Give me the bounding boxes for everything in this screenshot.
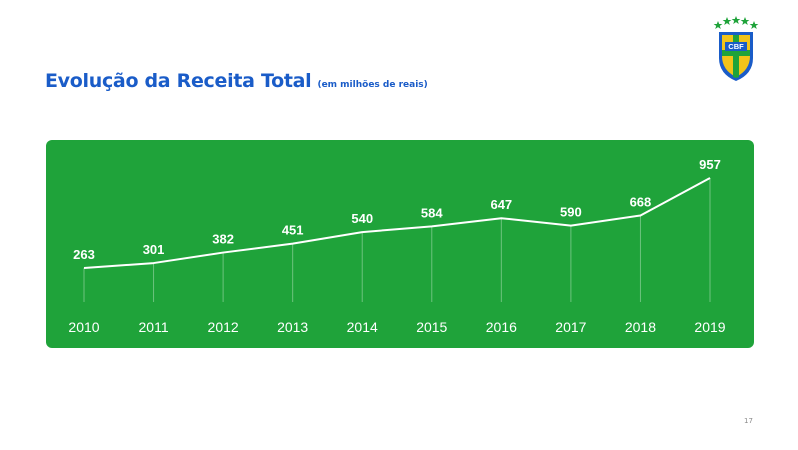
- data-label-2019: 957: [699, 157, 721, 172]
- x-tick-2012: 2012: [208, 319, 239, 335]
- x-tick-2011: 2011: [139, 319, 169, 335]
- data-label-2010: 263: [73, 247, 95, 262]
- data-label-2017: 590: [560, 205, 582, 220]
- data-label-2015: 584: [421, 205, 443, 220]
- x-tick-2016: 2016: [486, 319, 517, 335]
- slide-title: Evolução da Receita Total: [45, 70, 312, 92]
- page-number: 17: [744, 417, 753, 425]
- x-tick-2017: 2017: [555, 319, 586, 335]
- x-tick-2014: 2014: [347, 319, 378, 335]
- data-label-2013: 451: [282, 223, 304, 238]
- x-tick-2019: 2019: [694, 319, 725, 335]
- slide-title-block: Evolução da Receita Total (em milhões de…: [45, 70, 428, 92]
- data-label-2012: 382: [212, 232, 234, 247]
- data-label-2016: 647: [490, 197, 512, 212]
- crest-stars: [713, 16, 759, 29]
- data-label-2014: 540: [351, 211, 373, 226]
- data-label-2011: 301: [143, 242, 165, 257]
- revenue-series-line: [83, 177, 711, 269]
- crest-text: CBF: [728, 42, 744, 51]
- cbf-crest-icon: CBF: [713, 16, 759, 81]
- x-tick-2013: 2013: [277, 319, 308, 335]
- x-tick-2018: 2018: [625, 319, 656, 335]
- x-tick-2010: 2010: [68, 319, 99, 335]
- data-label-2018: 668: [630, 194, 652, 209]
- slide-subtitle: (em milhões de reais): [317, 80, 428, 90]
- revenue-line-chart: 263 301 382 451 540 584 647 590 668 957 2010 2011 20…: [68, 157, 725, 335]
- x-tick-2015: 2015: [416, 319, 447, 335]
- chart-panel: 263 301 382 451 540 584 647 590 668 957 2010 2011 20…: [46, 140, 754, 348]
